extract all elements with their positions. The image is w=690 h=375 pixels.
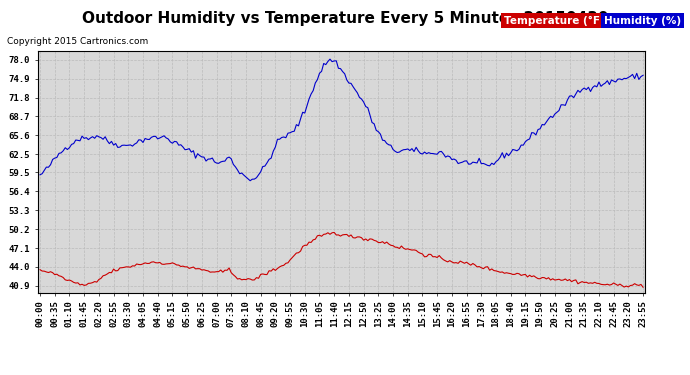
- Text: Humidity (%): Humidity (%): [604, 16, 681, 26]
- Text: Temperature (°F): Temperature (°F): [504, 16, 604, 26]
- Text: Outdoor Humidity vs Temperature Every 5 Minutes 20150430: Outdoor Humidity vs Temperature Every 5 …: [81, 11, 609, 26]
- Text: Copyright 2015 Cartronics.com: Copyright 2015 Cartronics.com: [7, 38, 148, 46]
